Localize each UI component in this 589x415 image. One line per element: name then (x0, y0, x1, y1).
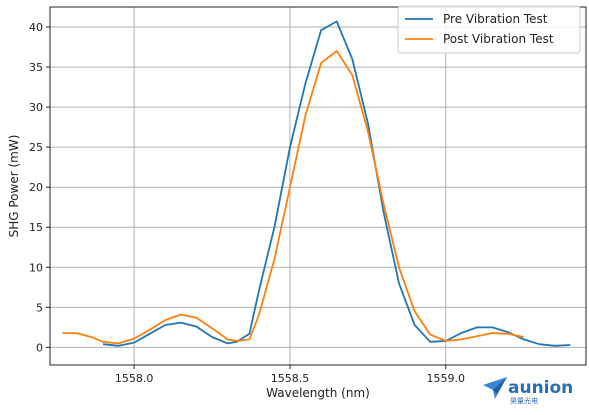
series-line-1 (102, 20, 571, 347)
brand-name: aunion (508, 378, 573, 398)
x-tick-label: 1559.0 (427, 372, 466, 385)
brand-subtext: 昊量光电 (510, 396, 538, 405)
y-tick-label: 30 (29, 101, 43, 114)
y-tick-label: 10 (29, 261, 43, 274)
y-tick-label: 25 (29, 141, 43, 154)
brand-logo: aunion 昊量光电 (481, 373, 577, 407)
plot-frame (49, 6, 587, 366)
legend: Pre Vibration Test Post Vibration Test (397, 5, 581, 54)
legend-label: Post Vibration Test (443, 32, 554, 46)
series-line-2 (62, 50, 524, 345)
y-tick-label: 0 (36, 341, 43, 354)
paper-plane-icon (483, 377, 507, 399)
legend-box (397, 5, 581, 54)
grid-lines (50, 7, 586, 365)
y-tick-label: 35 (29, 61, 43, 74)
series-lines (62, 20, 571, 347)
y-tick-label: 40 (29, 21, 43, 34)
axis-ticks: 1558.0 1558.5 1559.0 0 5 10 15 20 25 30 35 40 (29, 21, 465, 385)
y-tick-label: 5 (36, 301, 43, 314)
x-tick-label: 1558.0 (115, 372, 154, 385)
y-tick-label: 20 (29, 181, 43, 194)
legend-label: Pre Vibration Test (443, 12, 548, 26)
x-tick-label: 1558.5 (271, 372, 310, 385)
y-tick-label: 15 (29, 221, 43, 234)
x-axis-title: Wavelength (nm) (266, 386, 370, 400)
y-axis-title: SHG Power (mW) (7, 135, 21, 238)
